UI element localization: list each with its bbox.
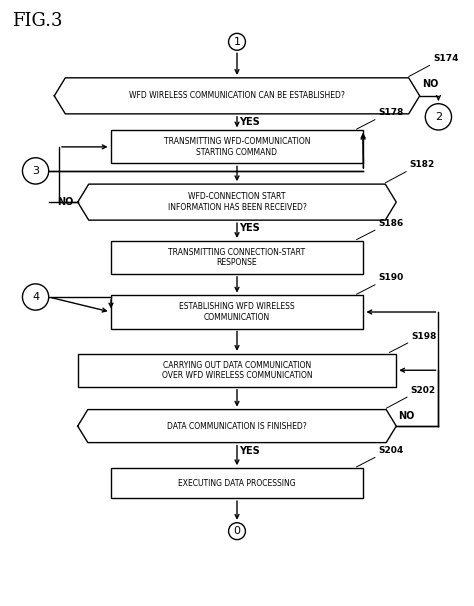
- Ellipse shape: [425, 104, 452, 130]
- Text: S204: S204: [378, 446, 404, 455]
- Text: 2: 2: [435, 112, 442, 122]
- Text: 4: 4: [32, 292, 39, 302]
- Text: S202: S202: [410, 385, 436, 395]
- Text: YES: YES: [239, 117, 260, 127]
- Text: NO: NO: [422, 79, 438, 88]
- Text: S182: S182: [410, 160, 435, 169]
- Polygon shape: [78, 410, 396, 442]
- Text: FIG.3: FIG.3: [12, 12, 63, 30]
- Polygon shape: [55, 78, 419, 114]
- Text: S198: S198: [411, 331, 437, 341]
- Text: WFD-CONNECTION START
INFORMATION HAS BEEN RECEIVED?: WFD-CONNECTION START INFORMATION HAS BEE…: [168, 193, 306, 212]
- Ellipse shape: [22, 158, 49, 184]
- Text: 1: 1: [234, 37, 240, 47]
- Ellipse shape: [228, 523, 246, 539]
- Text: YES: YES: [239, 223, 260, 233]
- Text: NO: NO: [399, 411, 415, 421]
- Text: TRANSMITTING CONNECTION-START
RESPONSE: TRANSMITTING CONNECTION-START RESPONSE: [168, 248, 306, 267]
- Bar: [78, 354, 396, 387]
- Text: 0: 0: [234, 526, 240, 536]
- Text: NO: NO: [57, 197, 73, 207]
- Text: ESTABLISHING WFD WIRELESS
COMMUNICATION: ESTABLISHING WFD WIRELESS COMMUNICATION: [179, 302, 295, 322]
- Ellipse shape: [22, 284, 49, 310]
- Polygon shape: [78, 184, 396, 220]
- Bar: [110, 296, 364, 328]
- Text: WFD WIRELESS COMMUNICATION CAN BE ESTABLISHED?: WFD WIRELESS COMMUNICATION CAN BE ESTABL…: [129, 92, 345, 101]
- Text: S186: S186: [378, 219, 404, 228]
- Text: S178: S178: [378, 108, 404, 117]
- Text: DATA COMMUNICATION IS FINISHED?: DATA COMMUNICATION IS FINISHED?: [167, 422, 307, 431]
- Ellipse shape: [228, 33, 246, 50]
- Text: S190: S190: [378, 273, 404, 282]
- Text: YES: YES: [239, 445, 260, 456]
- Text: 3: 3: [32, 166, 39, 176]
- Bar: [110, 130, 364, 164]
- Text: S174: S174: [433, 54, 458, 63]
- Text: EXECUTING DATA PROCESSING: EXECUTING DATA PROCESSING: [178, 479, 296, 488]
- Bar: [110, 241, 364, 274]
- Bar: [110, 468, 364, 498]
- Text: TRANSMITTING WFD-COMMUNICATION
STARTING COMMAND: TRANSMITTING WFD-COMMUNICATION STARTING …: [164, 137, 310, 156]
- Text: CARRYING OUT DATA COMMUNICATION
OVER WFD WIRELESS COMMUNICATION: CARRYING OUT DATA COMMUNICATION OVER WFD…: [162, 361, 312, 380]
